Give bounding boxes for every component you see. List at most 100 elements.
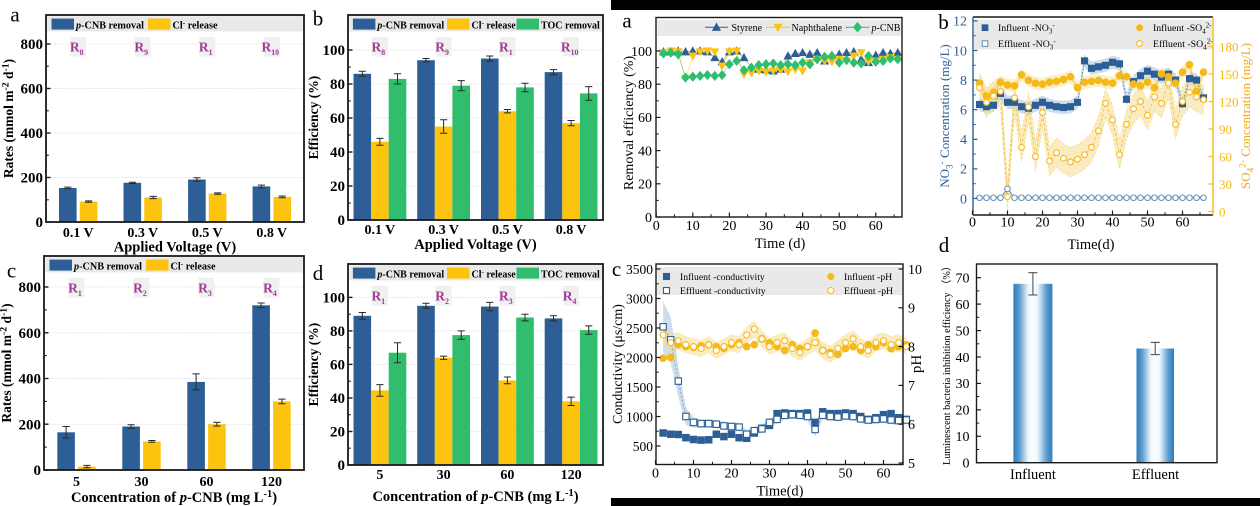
- svg-text:Concentration of p-CNB (mg L-1: Concentration of p-CNB (mg L-1): [372, 488, 578, 505]
- svg-text:p-CNB removal: p-CNB removal: [376, 20, 444, 31]
- svg-text:6: 6: [908, 418, 915, 433]
- svg-text:Influent -pH: Influent -pH: [844, 272, 892, 283]
- svg-text:100: 100: [323, 43, 346, 59]
- svg-text:c: c: [7, 259, 16, 283]
- svg-text:30: 30: [763, 467, 777, 482]
- svg-text:100: 100: [323, 290, 346, 306]
- svg-text:1000: 1000: [626, 409, 653, 424]
- svg-text:Time (d): Time (d): [755, 236, 806, 252]
- svg-text:Rates (mmol m-2 d-1): Rates (mmol m-2 d-1): [0, 303, 14, 422]
- svg-text:R4: R4: [563, 289, 577, 306]
- svg-text:R1: R1: [199, 40, 213, 57]
- svg-text:0.3 V: 0.3 V: [127, 226, 158, 241]
- svg-text:p-CNB removal: p-CNB removal: [73, 261, 142, 272]
- svg-text:Naphthalene: Naphthalene: [792, 23, 843, 34]
- svg-text:600: 600: [21, 82, 44, 98]
- svg-text:Influent -conductivity: Influent -conductivity: [680, 272, 765, 283]
- svg-text:R3: R3: [198, 281, 212, 298]
- svg-text:60: 60: [500, 468, 514, 483]
- svg-text:R8: R8: [372, 40, 386, 57]
- svg-text:200: 200: [21, 171, 44, 187]
- svg-text:Cl- release: Cl- release: [171, 259, 216, 272]
- svg-text:40: 40: [1106, 216, 1120, 231]
- svg-text:0: 0: [34, 463, 42, 479]
- svg-text:0.5 V: 0.5 V: [492, 223, 523, 238]
- svg-text:R10: R10: [561, 40, 579, 57]
- svg-text:Efficiency (%): Efficiency (%): [306, 76, 321, 160]
- svg-text:0: 0: [338, 213, 346, 229]
- svg-text:20: 20: [722, 219, 736, 234]
- svg-text:30: 30: [135, 475, 149, 490]
- svg-text:0: 0: [338, 458, 346, 474]
- svg-text:40: 40: [330, 391, 345, 407]
- svg-text:12: 12: [953, 15, 967, 30]
- svg-text:40: 40: [801, 467, 815, 482]
- svg-text:200: 200: [19, 417, 42, 433]
- svg-text:TOC removal: TOC removal: [541, 20, 600, 31]
- svg-text:NO3- Concentration (mg/L): NO3- Concentration (mg/L): [937, 44, 955, 188]
- svg-text:0.8 V: 0.8 V: [556, 223, 587, 238]
- svg-text:7: 7: [908, 379, 915, 394]
- svg-text:Luminescent bacteria inhibitio: Luminescent bacteria inhibition efficien…: [941, 261, 953, 465]
- svg-text:R9: R9: [134, 40, 148, 57]
- svg-text:0.1 V: 0.1 V: [63, 226, 94, 241]
- svg-text:R3: R3: [499, 289, 513, 306]
- svg-text:400: 400: [21, 126, 44, 142]
- svg-text:R9: R9: [435, 40, 449, 57]
- svg-text:30: 30: [1219, 177, 1232, 192]
- svg-text:0: 0: [653, 219, 660, 234]
- svg-text:5: 5: [73, 475, 80, 490]
- svg-text:50: 50: [956, 324, 970, 339]
- svg-text:4: 4: [960, 133, 967, 148]
- svg-text:R10: R10: [261, 40, 279, 57]
- svg-text:50: 50: [832, 219, 846, 234]
- svg-text:60: 60: [869, 219, 883, 234]
- svg-text:80: 80: [330, 77, 345, 93]
- svg-text:Time(d): Time(d): [757, 484, 804, 500]
- svg-text:Efficiency (%): Efficiency (%): [306, 323, 321, 407]
- svg-text:10: 10: [953, 44, 967, 59]
- svg-text:Concentration of p-CNB (mg L-1: Concentration of p-CNB (mg L-1): [71, 489, 277, 506]
- svg-text:90: 90: [1219, 122, 1232, 137]
- svg-text:Influent -SO42-: Influent -SO42-: [1153, 22, 1212, 36]
- svg-text:Effluent -conductivity: Effluent -conductivity: [680, 286, 766, 297]
- svg-text:60: 60: [330, 357, 345, 373]
- svg-text:Effluent: Effluent: [1132, 467, 1179, 483]
- svg-text:20: 20: [725, 467, 739, 482]
- svg-text:40: 40: [796, 219, 810, 234]
- svg-text:10: 10: [687, 467, 701, 482]
- svg-text:Conductivity (μs/cm): Conductivity (μs/cm): [611, 304, 626, 424]
- svg-text:60: 60: [200, 475, 214, 490]
- svg-text:10: 10: [956, 430, 970, 445]
- svg-text:5: 5: [908, 457, 915, 472]
- svg-text:p-CNB: p-CNB: [871, 23, 901, 34]
- svg-text:40: 40: [638, 144, 652, 159]
- svg-text:8: 8: [908, 340, 915, 355]
- svg-text:600: 600: [19, 326, 42, 342]
- svg-text:70: 70: [956, 271, 970, 286]
- svg-text:1500: 1500: [626, 380, 653, 395]
- svg-text:2: 2: [960, 163, 967, 178]
- svg-text:Effluent -NO3-: Effluent -NO3-: [998, 38, 1056, 52]
- svg-text:0.1 V: 0.1 V: [364, 223, 395, 238]
- svg-text:a: a: [622, 9, 632, 33]
- svg-text:500: 500: [633, 439, 654, 454]
- svg-text:p-CNB removal: p-CNB removal: [75, 20, 144, 31]
- svg-text:8: 8: [960, 74, 967, 89]
- svg-text:5: 5: [376, 468, 383, 483]
- svg-text:b: b: [313, 7, 324, 31]
- svg-text:3500: 3500: [626, 262, 653, 277]
- svg-text:6: 6: [960, 104, 967, 119]
- svg-text:2000: 2000: [626, 350, 653, 365]
- svg-text:d: d: [939, 233, 950, 257]
- svg-text:9: 9: [908, 302, 915, 317]
- svg-text:Cl- release: Cl- release: [472, 19, 517, 31]
- svg-text:R2: R2: [435, 289, 449, 306]
- svg-text:60: 60: [1176, 216, 1190, 231]
- svg-text:R1: R1: [372, 289, 386, 306]
- svg-text:40: 40: [956, 351, 970, 366]
- svg-text:50: 50: [839, 467, 853, 482]
- svg-text:30: 30: [1071, 216, 1085, 231]
- svg-text:80: 80: [330, 324, 345, 340]
- svg-text:10: 10: [686, 219, 700, 234]
